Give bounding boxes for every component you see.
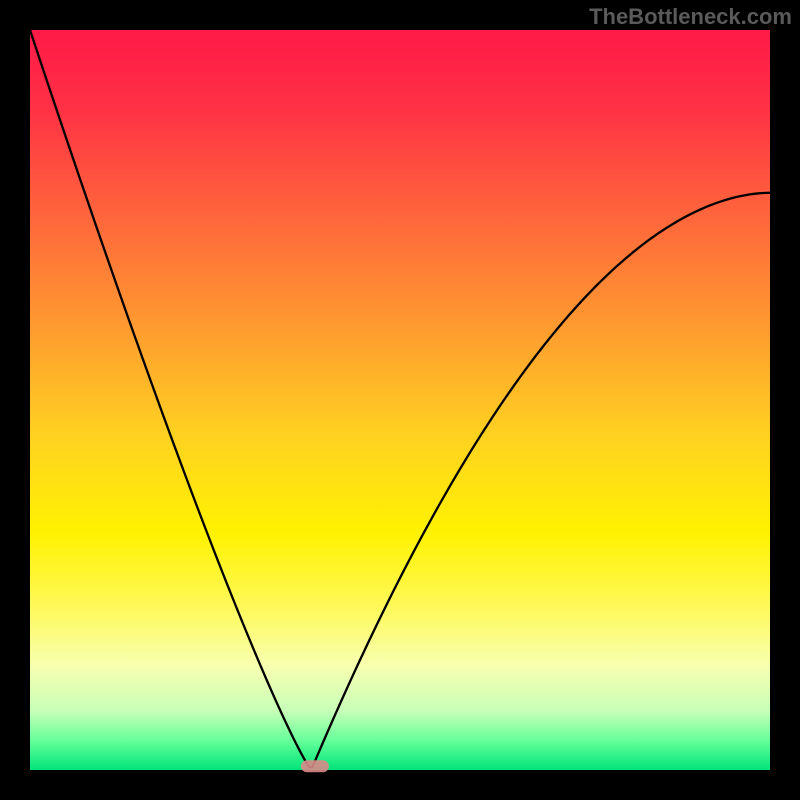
minimum-marker xyxy=(301,760,329,772)
plot-background xyxy=(30,30,770,770)
watermark-text: TheBottleneck.com xyxy=(589,4,792,30)
chart-container: TheBottleneck.com xyxy=(0,0,800,800)
chart-svg xyxy=(0,0,800,800)
